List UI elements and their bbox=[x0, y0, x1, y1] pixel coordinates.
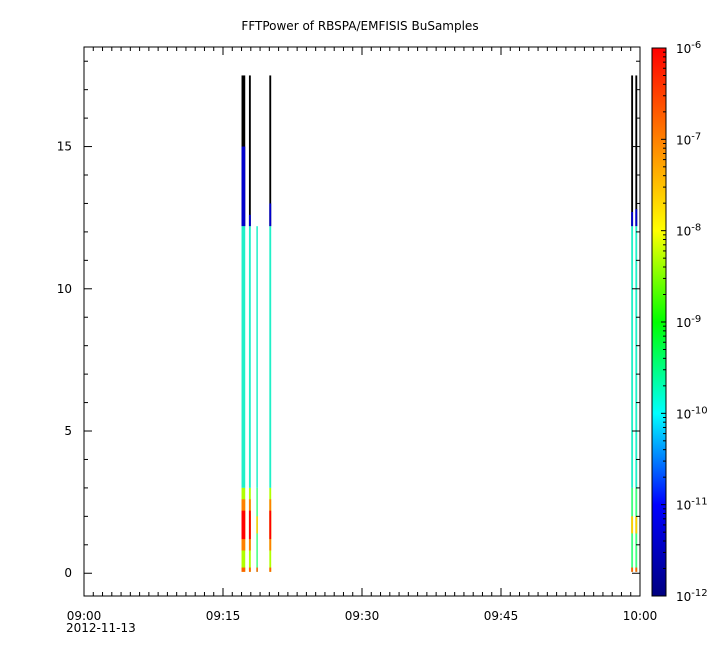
burst-blue-band bbox=[635, 209, 638, 227]
x-tick-label: 09:30 bbox=[345, 609, 380, 623]
burst-cyan-band bbox=[631, 226, 634, 488]
burst-cyan-band bbox=[635, 226, 638, 488]
burst-upper-band bbox=[256, 75, 258, 227]
burst-upper-band bbox=[269, 75, 272, 227]
colorbar-tick-label: 10-8 bbox=[676, 223, 701, 239]
burst-upper-band bbox=[635, 75, 638, 227]
burst-base-line bbox=[256, 567, 258, 572]
burst-yellow-core bbox=[635, 516, 638, 534]
burst-base-line bbox=[248, 567, 251, 572]
x-tick-label: 10:00 bbox=[623, 609, 658, 623]
burst-blue-band bbox=[241, 146, 246, 227]
burst-cyan-band bbox=[269, 226, 272, 488]
y-axis: 0 5 10 15 bbox=[57, 60, 640, 580]
y-tick-label: 5 bbox=[64, 424, 72, 438]
x-tick-label: 09:45 bbox=[484, 609, 519, 623]
colorbar-tick-label: 10-6 bbox=[676, 40, 701, 56]
x-tick-label: 09:00 bbox=[67, 609, 102, 623]
colorbar-tick-label: 10-7 bbox=[676, 131, 701, 147]
burst-column bbox=[635, 75, 638, 572]
burst-column bbox=[631, 75, 634, 572]
burst-upper-band bbox=[248, 75, 251, 227]
burst-yellow-core bbox=[256, 516, 258, 534]
colorbar-tick-label: 10-9 bbox=[676, 314, 701, 330]
burst-yellow-core bbox=[631, 516, 634, 534]
y-tick-label: 10 bbox=[57, 282, 72, 296]
burst-cyan-band bbox=[248, 226, 251, 488]
colorbar: 10-12 10-11 10-10 10-9 10-8 10-7 10-6 bbox=[651, 40, 708, 604]
burst-column bbox=[256, 75, 258, 572]
x-tick-label: 09:15 bbox=[206, 609, 241, 623]
burst-column bbox=[248, 75, 251, 572]
burst-cyan-band bbox=[241, 226, 246, 488]
chart-title: FFTPower of RBSPA/EMFISIS BuSamples bbox=[241, 19, 478, 33]
burst-upper-band bbox=[631, 75, 634, 227]
burst-base-line bbox=[635, 567, 638, 572]
burst-blue-band bbox=[248, 214, 251, 227]
colorbar-tick-label: 10-11 bbox=[676, 497, 708, 513]
y-tick-label: 15 bbox=[57, 140, 72, 154]
colorbar-ticks: 10-12 10-11 10-10 10-9 10-8 10-7 10-6 bbox=[661, 40, 708, 604]
burst-base-line bbox=[631, 567, 634, 572]
burst-column bbox=[241, 75, 246, 572]
burst-base-line bbox=[241, 567, 246, 572]
burst-blue-band bbox=[269, 203, 272, 227]
colorbar-tick-label: 10-10 bbox=[676, 405, 708, 421]
colorbar-tick-label: 10-12 bbox=[676, 588, 708, 604]
burst-red-core bbox=[241, 510, 246, 540]
burst-column bbox=[269, 75, 272, 572]
burst-red-core bbox=[248, 510, 251, 540]
burst-red-core bbox=[269, 510, 272, 540]
x-date-label: 2012-11-13 bbox=[66, 621, 136, 635]
burst-cyan-band bbox=[256, 226, 258, 488]
plot-frame bbox=[83, 46, 641, 597]
burst-columns bbox=[241, 75, 638, 572]
y-tick-label: 0 bbox=[64, 566, 72, 580]
plot-area bbox=[83, 46, 641, 597]
burst-base-line bbox=[269, 567, 272, 572]
burst-blue-band bbox=[631, 211, 634, 227]
